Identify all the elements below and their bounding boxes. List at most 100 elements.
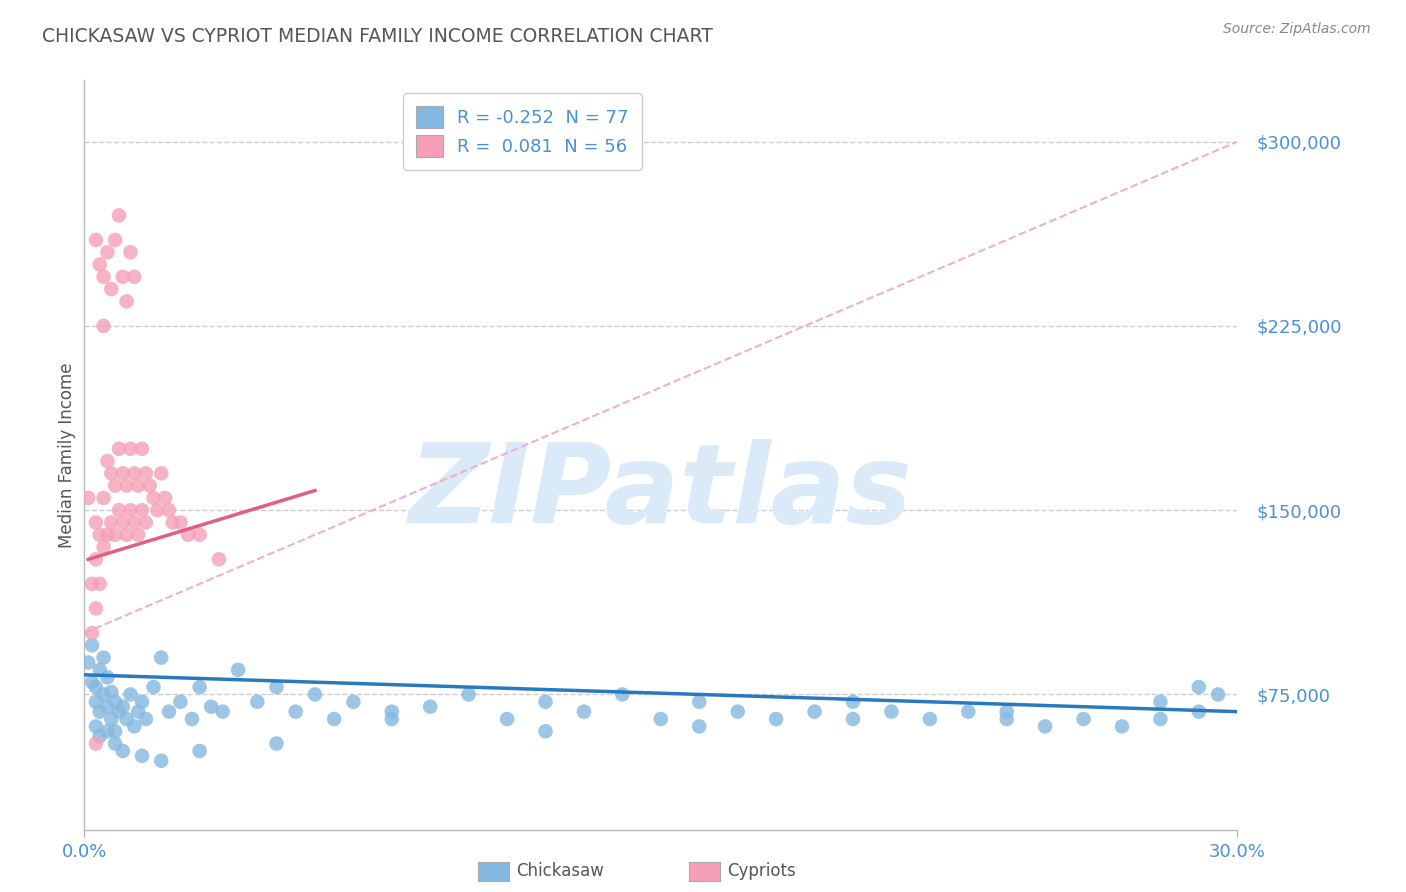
Point [208, 552, 231, 566]
Text: ZIPatlas: ZIPatlas [409, 439, 912, 546]
Point [131, 503, 153, 517]
Point [323, 712, 346, 726]
Text: Source: ZipAtlas.com: Source: ZipAtlas.com [1223, 22, 1371, 37]
Point [96, 528, 118, 542]
Point [115, 478, 138, 492]
Point [534, 695, 557, 709]
Point [169, 695, 191, 709]
Point [100, 467, 122, 481]
Point [124, 719, 146, 733]
Point [612, 688, 634, 702]
Point [162, 516, 184, 530]
Point [104, 478, 127, 492]
Point [93, 318, 115, 333]
Point [688, 719, 710, 733]
Point [80, 577, 103, 591]
Point [381, 705, 404, 719]
Point [120, 503, 142, 517]
Point [1033, 719, 1056, 733]
Point [77, 656, 100, 670]
Point [104, 528, 127, 542]
Point [96, 724, 118, 739]
Point [135, 467, 157, 481]
Point [80, 675, 103, 690]
Point [381, 712, 404, 726]
Point [496, 712, 519, 726]
Point [177, 528, 200, 542]
Point [1073, 712, 1095, 726]
Point [266, 737, 288, 751]
Point [93, 650, 115, 665]
Point [96, 670, 118, 684]
Point [650, 712, 672, 726]
Point [100, 282, 122, 296]
Point [89, 729, 111, 743]
Point [115, 528, 138, 542]
Point [84, 552, 107, 566]
Point [880, 705, 903, 719]
Point [84, 233, 107, 247]
Point [108, 503, 131, 517]
Point [127, 528, 149, 542]
Point [131, 748, 153, 763]
Point [120, 245, 142, 260]
Point [957, 705, 980, 719]
Point [84, 719, 107, 733]
Point [84, 516, 107, 530]
Point [124, 467, 146, 481]
Point [104, 233, 127, 247]
Point [89, 663, 111, 677]
Point [266, 680, 288, 694]
Point [100, 712, 122, 726]
Point [135, 712, 157, 726]
Point [96, 699, 118, 714]
Point [181, 712, 204, 726]
Point [89, 577, 111, 591]
Point [111, 467, 134, 481]
Point [688, 695, 710, 709]
Legend: R = -0.252  N = 77, R =  0.081  N = 56: R = -0.252 N = 77, R = 0.081 N = 56 [404, 93, 641, 169]
Point [93, 269, 115, 284]
Point [995, 712, 1018, 726]
Point [188, 680, 211, 694]
Point [80, 626, 103, 640]
Point [157, 705, 180, 719]
Point [150, 754, 173, 768]
Point [211, 705, 233, 719]
Point [1111, 719, 1133, 733]
Point [1188, 680, 1211, 694]
Point [89, 528, 111, 542]
Point [108, 208, 131, 222]
Point [124, 269, 146, 284]
Point [157, 503, 180, 517]
Point [1188, 705, 1211, 719]
Point [111, 269, 134, 284]
Text: Chickasaw: Chickasaw [516, 863, 605, 880]
Point [534, 724, 557, 739]
Point [84, 737, 107, 751]
Point [84, 680, 107, 694]
Point [419, 699, 441, 714]
Point [995, 705, 1018, 719]
Point [100, 685, 122, 699]
Point [188, 744, 211, 758]
Point [342, 695, 364, 709]
Point [84, 695, 107, 709]
Point [153, 491, 176, 505]
Point [131, 442, 153, 456]
Text: CHICKASAW VS CYPRIOT MEDIAN FAMILY INCOME CORRELATION CHART: CHICKASAW VS CYPRIOT MEDIAN FAMILY INCOM… [42, 27, 713, 45]
Point [120, 688, 142, 702]
Point [96, 454, 118, 468]
Point [93, 688, 115, 702]
Point [100, 516, 122, 530]
Point [572, 705, 595, 719]
Point [84, 601, 107, 615]
Point [246, 695, 269, 709]
Point [104, 724, 127, 739]
Point [142, 680, 165, 694]
Point [120, 442, 142, 456]
Point [111, 699, 134, 714]
Point [111, 516, 134, 530]
Point [146, 503, 169, 517]
Point [765, 712, 787, 726]
